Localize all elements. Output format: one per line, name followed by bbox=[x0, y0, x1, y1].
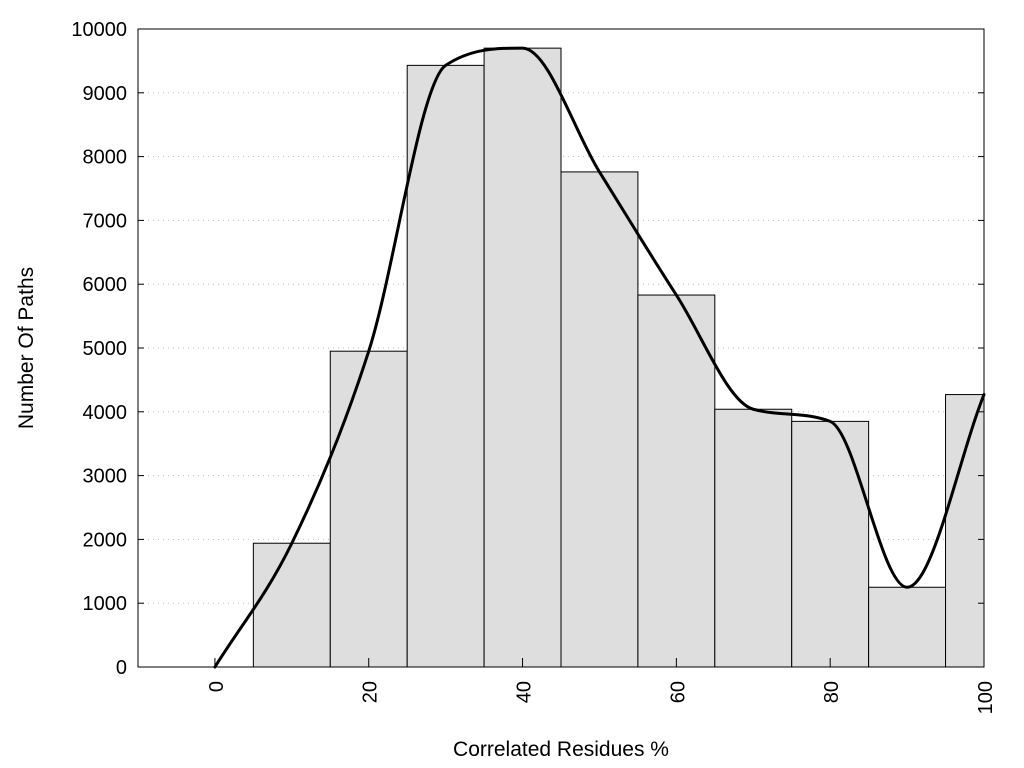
y-tick-label: 1000 bbox=[83, 593, 128, 615]
axis-ticks: 0100020003000400050006000700080009000100… bbox=[71, 19, 997, 714]
y-tick-label: 9000 bbox=[83, 83, 128, 105]
smoothed-curve-line bbox=[213, 46, 986, 669]
y-tick-label: 10000 bbox=[71, 19, 127, 41]
histogram-bar bbox=[329, 350, 408, 668]
histogram-bar bbox=[714, 408, 793, 668]
histogram-bar bbox=[406, 64, 485, 668]
y-tick-label: 0 bbox=[116, 657, 127, 679]
y-tick-label: 6000 bbox=[83, 274, 128, 296]
x-axis-title: Correlated Residues % bbox=[453, 738, 669, 761]
x-tick-label: 80 bbox=[821, 681, 843, 703]
histogram-bar bbox=[637, 294, 716, 668]
x-tick-label: 20 bbox=[360, 681, 382, 703]
y-tick-label: 2000 bbox=[83, 529, 128, 551]
y-axis-title: Number Of Paths bbox=[15, 267, 38, 429]
x-tick-label: 40 bbox=[514, 681, 536, 703]
bars bbox=[252, 47, 985, 668]
x-tick-label: 100 bbox=[975, 681, 997, 714]
histogram-bar bbox=[560, 171, 639, 668]
y-tick-label: 8000 bbox=[83, 147, 128, 169]
histogram-bar bbox=[945, 394, 985, 668]
y-tick-label: 7000 bbox=[83, 210, 128, 232]
histogram-bar bbox=[252, 542, 331, 668]
histogram-bar bbox=[868, 586, 947, 668]
y-tick-label: 4000 bbox=[83, 402, 128, 424]
y-tick-label: 3000 bbox=[83, 466, 128, 488]
histogram-bar bbox=[791, 420, 870, 668]
histogram-bar bbox=[483, 47, 562, 668]
x-tick-label: 60 bbox=[667, 681, 689, 703]
y-tick-label: 5000 bbox=[83, 338, 128, 360]
x-tick-label: 0 bbox=[206, 681, 228, 692]
smoothed-curve bbox=[213, 46, 986, 669]
